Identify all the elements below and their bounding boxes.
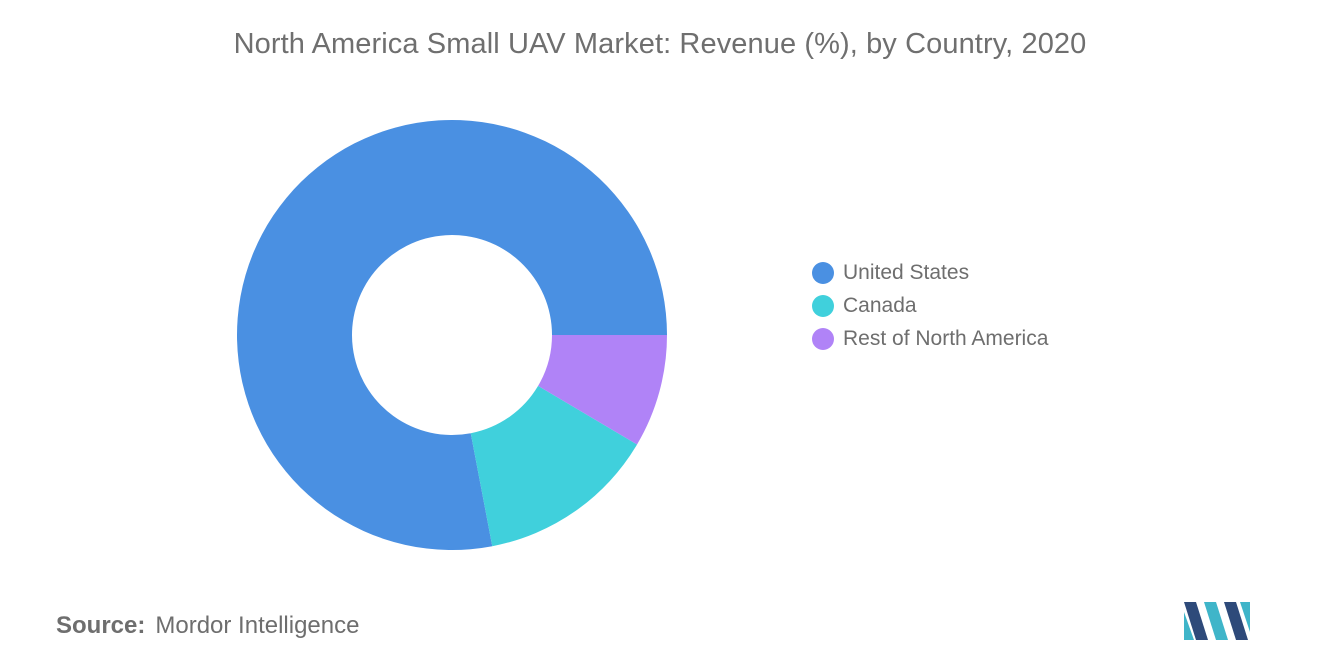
logo-shape-middle bbox=[1204, 602, 1228, 640]
source-label: Source: bbox=[56, 612, 146, 639]
legend-label: Rest of North America bbox=[843, 326, 1049, 350]
slice-rest-of-north-america bbox=[538, 335, 667, 445]
chart-legend: United States Canada Rest of North America bbox=[812, 256, 1048, 355]
logo-shape-left bbox=[1184, 602, 1208, 640]
slice-canada bbox=[470, 385, 638, 547]
logo-shape-left-foot bbox=[1184, 612, 1194, 640]
legend-item: United States bbox=[812, 256, 1048, 289]
logo-shape-right bbox=[1224, 602, 1248, 640]
slice-united-states bbox=[237, 120, 667, 551]
legend-item: Rest of North America bbox=[812, 322, 1048, 355]
chart-title: North America Small UAV Market: Revenue … bbox=[233, 28, 1087, 60]
legend-swatch bbox=[812, 294, 834, 317]
legend-label: United States bbox=[843, 260, 970, 284]
legend-item: Canada bbox=[812, 289, 1048, 322]
legend-swatch bbox=[812, 327, 834, 350]
source-note: Source: Mordor Intelligence bbox=[56, 612, 359, 640]
legend-label: Canada bbox=[843, 293, 917, 317]
logo-shape-right-edge bbox=[1240, 602, 1250, 632]
source-value: Mordor Intelligence bbox=[155, 612, 360, 639]
mordor-intelligence-logo-icon bbox=[1184, 602, 1250, 640]
legend-swatch bbox=[812, 261, 834, 284]
